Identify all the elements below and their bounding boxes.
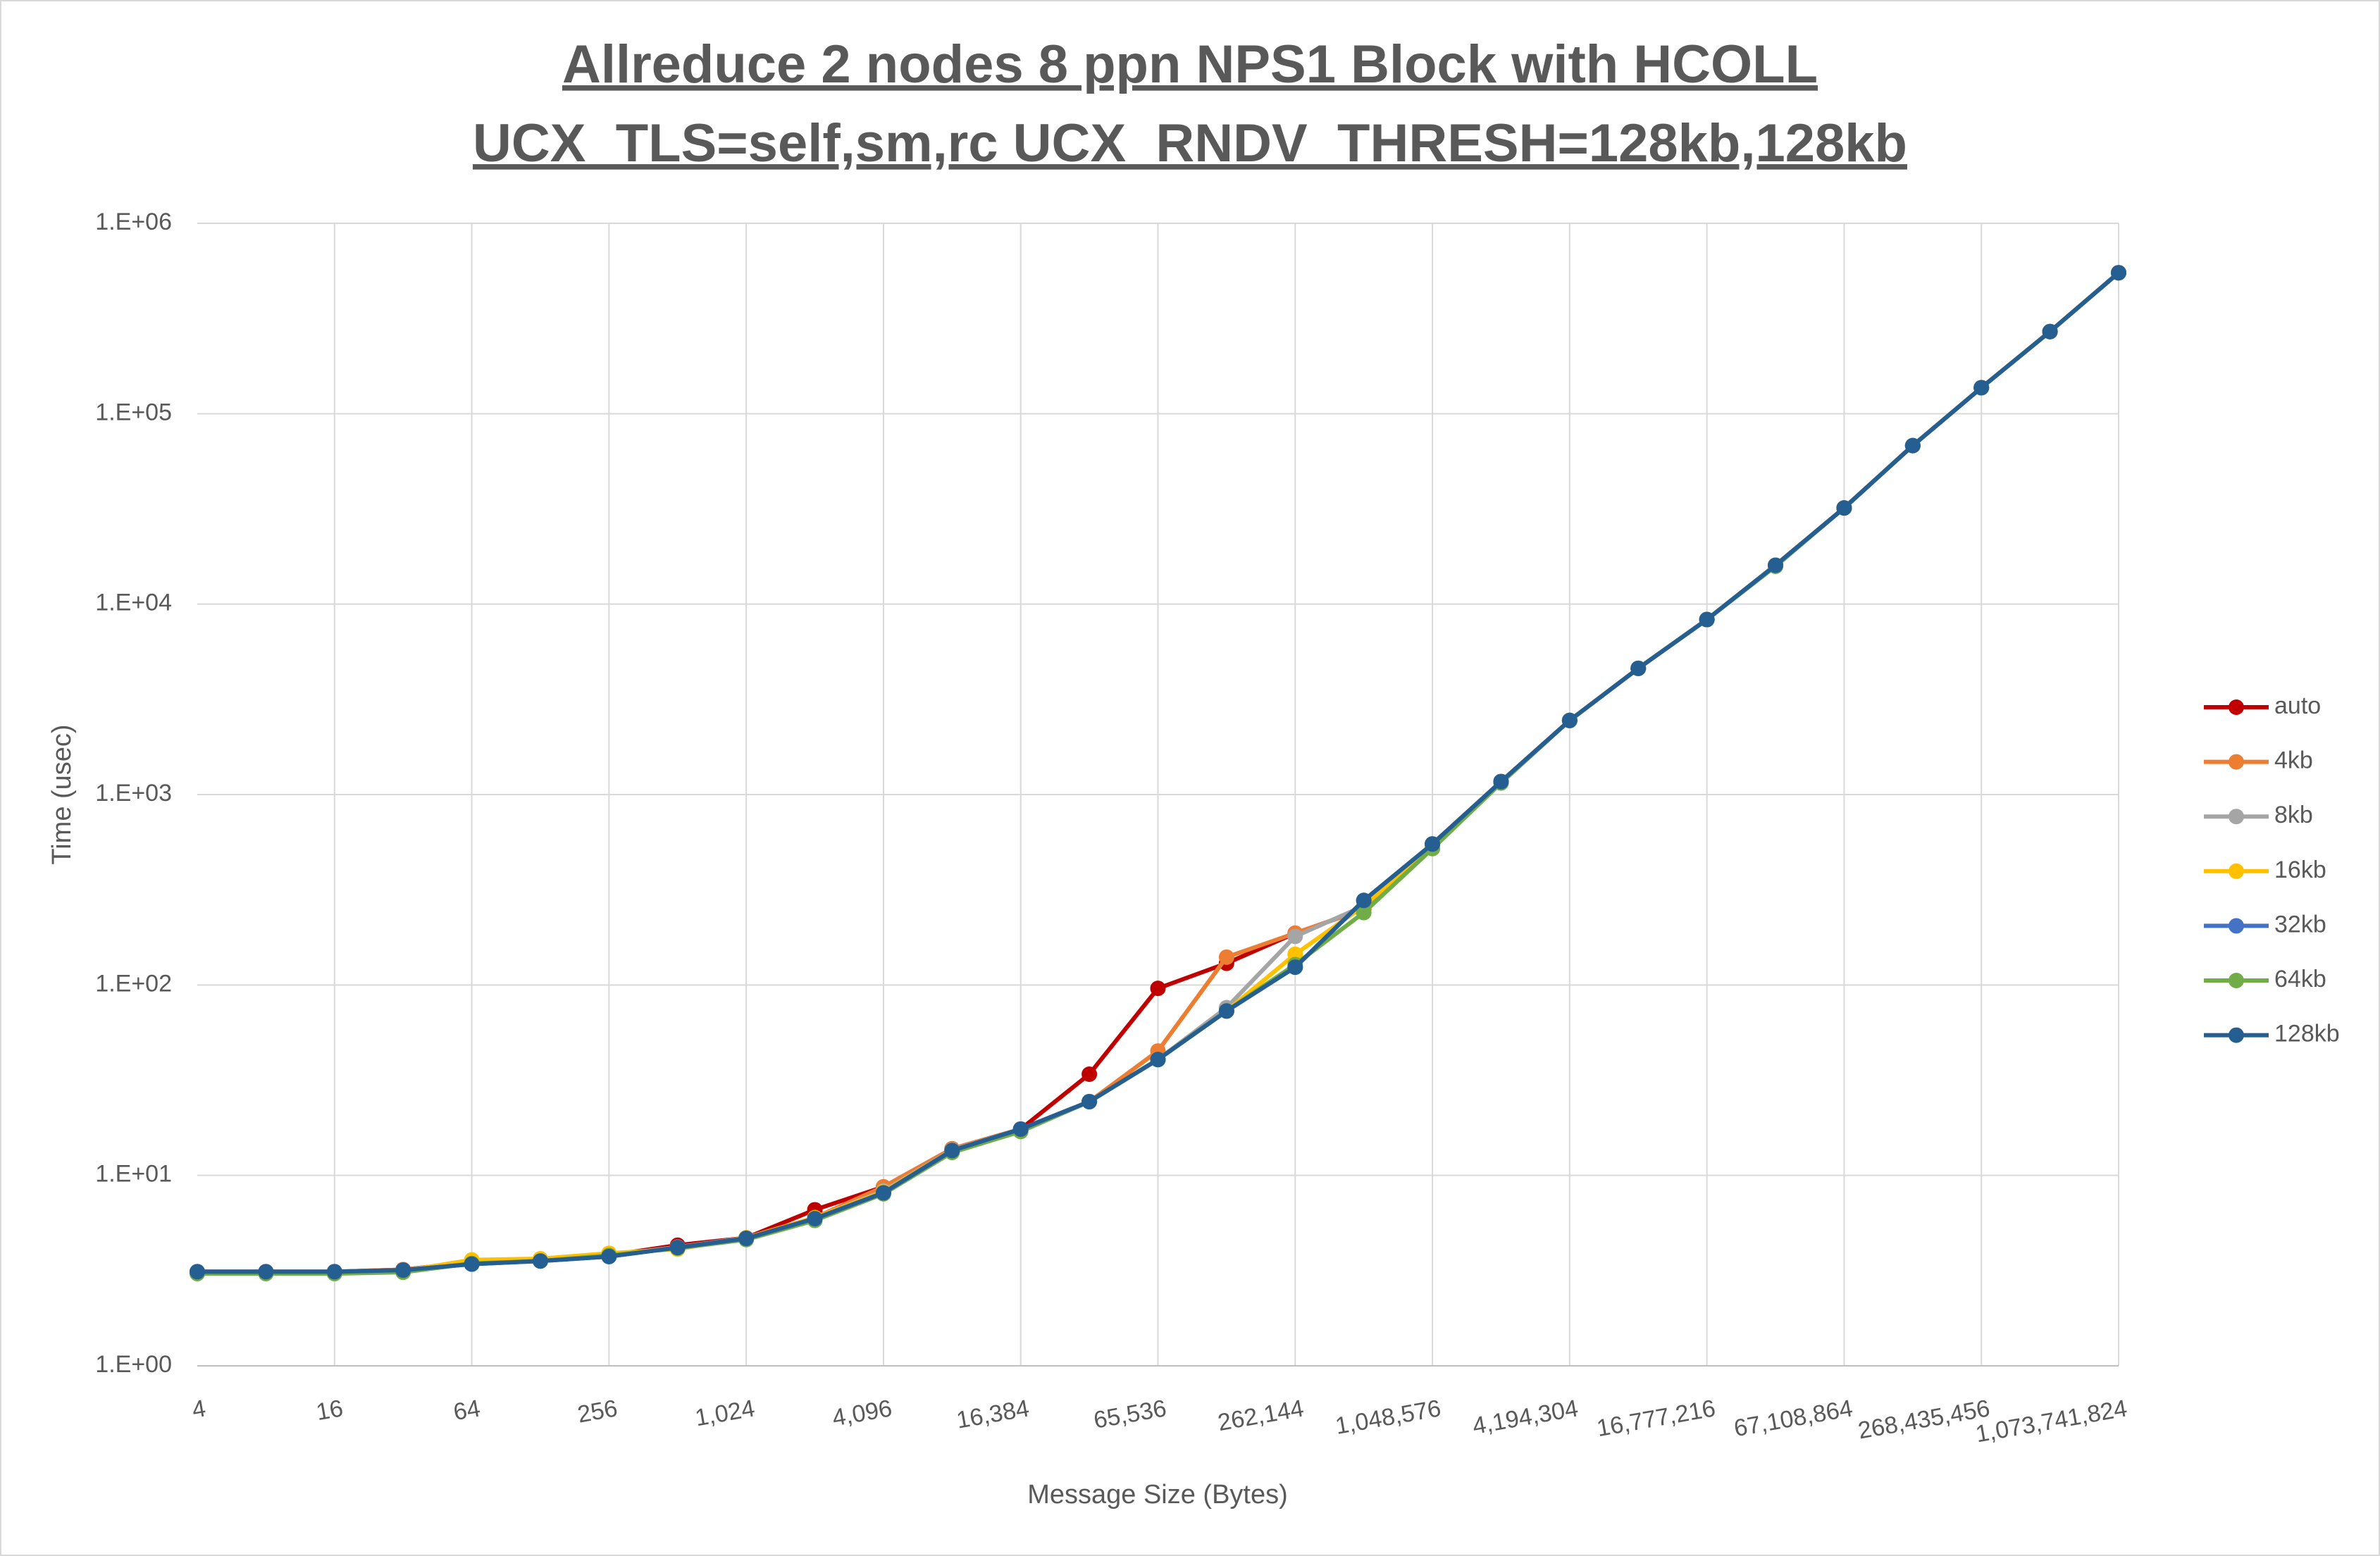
data-point xyxy=(1150,981,1166,997)
legend-marker xyxy=(2229,754,2244,770)
legend-marker xyxy=(2229,973,2244,988)
data-point xyxy=(326,1264,342,1280)
legend-label: auto xyxy=(2274,692,2321,719)
data-point xyxy=(738,1231,755,1247)
data-point xyxy=(944,1143,960,1159)
data-point xyxy=(1012,1121,1029,1137)
data-point xyxy=(1904,437,1921,454)
legend-label: 16kb xyxy=(2274,857,2326,883)
legend-label: 32kb xyxy=(2274,911,2326,938)
legend-label: 4kb xyxy=(2274,747,2313,774)
data-point xyxy=(1081,1066,1098,1082)
legend-label: 128kb xyxy=(2274,1021,2340,1047)
data-point xyxy=(807,1211,823,1227)
data-point xyxy=(1356,892,1372,909)
y-axis-title: Time (usec) xyxy=(47,724,77,864)
data-point xyxy=(190,1264,205,1280)
data-point xyxy=(1493,773,1509,790)
legend-marker xyxy=(2229,809,2244,825)
x-tick-label: 16 xyxy=(314,1395,345,1426)
y-tick-label: 1.E+03 xyxy=(95,780,172,807)
y-tick-label: 1.E+00 xyxy=(95,1351,172,1378)
x-tick-label: 64 xyxy=(452,1395,483,1426)
data-point xyxy=(1561,712,1578,728)
y-tick-label: 1.E+04 xyxy=(95,590,172,616)
data-point xyxy=(1081,1093,1098,1109)
data-point xyxy=(1287,959,1303,976)
data-point xyxy=(1425,836,1441,852)
data-point xyxy=(2111,265,2126,281)
y-tick-label: 1.E+05 xyxy=(95,399,172,425)
data-point xyxy=(1768,557,1784,573)
data-point xyxy=(258,1264,274,1280)
data-point xyxy=(395,1262,411,1278)
data-point xyxy=(875,1185,891,1201)
legend-marker xyxy=(2229,918,2244,934)
data-point xyxy=(532,1253,548,1269)
legend-label: 64kb xyxy=(2274,966,2326,992)
data-point xyxy=(1218,1003,1234,1019)
data-point xyxy=(601,1248,617,1264)
data-point xyxy=(1150,1052,1166,1068)
data-point xyxy=(1699,611,1715,628)
legend-marker xyxy=(2229,1027,2244,1043)
y-tick-label: 1.E+02 xyxy=(95,970,172,997)
y-tick-label: 1.E+01 xyxy=(95,1161,172,1188)
chart-subtitle: UCX_TLS=self,sm,rc UCX_RNDV_THRESH=128kb… xyxy=(473,113,1907,173)
legend-marker xyxy=(2229,699,2244,715)
data-point xyxy=(1973,380,1990,396)
chart-title: Allreduce 2 nodes 8 ppn NPS1 Block with … xyxy=(562,35,1818,94)
x-axis-title: Message Size (Bytes) xyxy=(1027,1480,1288,1510)
data-point xyxy=(1218,949,1234,965)
data-point xyxy=(1356,904,1372,921)
data-point xyxy=(669,1240,686,1256)
data-point xyxy=(2042,323,2058,340)
legend-label: 8kb xyxy=(2274,802,2313,828)
legend-marker xyxy=(2229,863,2244,879)
y-tick-label: 1.E+06 xyxy=(95,208,172,235)
data-point xyxy=(464,1256,480,1272)
data-point xyxy=(1836,500,1852,516)
data-point xyxy=(1630,660,1647,676)
data-point xyxy=(1287,928,1303,945)
